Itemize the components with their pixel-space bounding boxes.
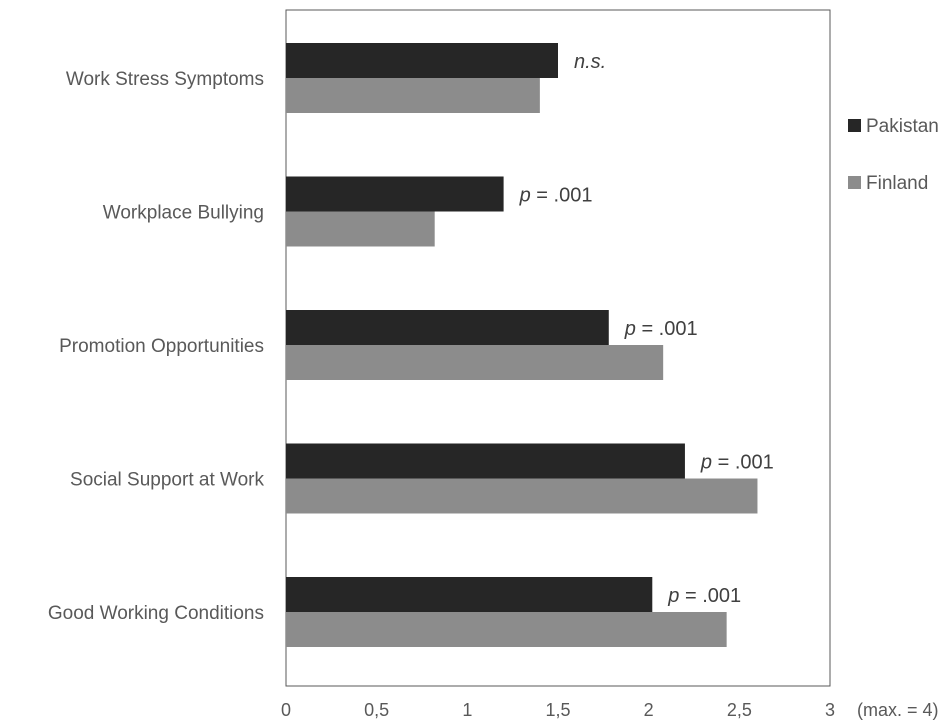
x-axis-max-note: (max. = 4) xyxy=(857,700,939,720)
x-tick-label: 2,5 xyxy=(727,700,752,720)
legend-label-pakistan: Pakistan xyxy=(866,116,939,137)
significance-label-social-support-at-work: p = .001 xyxy=(700,452,774,474)
bar-pakistan-workplace-bullying xyxy=(286,176,504,212)
legend-label-finland: Finland xyxy=(866,173,928,194)
x-tick-label: 0 xyxy=(281,700,291,720)
x-tick-label: 2 xyxy=(644,700,654,720)
x-tick-label: 1 xyxy=(462,700,472,720)
significance-label-good-working-conditions: p = .001 xyxy=(667,585,741,607)
significance-label-workplace-bullying: p = .001 xyxy=(519,185,593,207)
legend-swatch-pakistan xyxy=(848,119,861,132)
bar-pakistan-promotion-opportunities xyxy=(286,310,609,345)
x-tick-label: 0,5 xyxy=(364,700,389,720)
bar-finland-good-working-conditions xyxy=(286,612,727,647)
category-label-promotion-opportunities: Promotion Opportunities xyxy=(59,336,264,357)
bar-finland-promotion-opportunities xyxy=(286,345,664,380)
bar-pakistan-work-stress-symptoms xyxy=(286,43,558,78)
category-label-workplace-bullying: Workplace Bullying xyxy=(103,203,264,224)
category-label-good-working-conditions: Good Working Conditions xyxy=(48,603,264,624)
bar-finland-social-support-at-work xyxy=(286,478,758,514)
x-tick-label: 3 xyxy=(825,700,835,720)
bar-finland-work-stress-symptoms xyxy=(286,78,540,113)
significance-label-work-stress-symptoms: n.s. xyxy=(574,51,606,73)
bar-pakistan-good-working-conditions xyxy=(286,577,653,612)
category-label-work-stress-symptoms: Work Stress Symptoms xyxy=(66,69,264,90)
bar-finland-workplace-bullying xyxy=(286,211,435,247)
category-label-social-support-at-work: Social Support at Work xyxy=(70,470,264,491)
bar-pakistan-social-support-at-work xyxy=(286,443,685,479)
legend-swatch-finland xyxy=(848,176,861,189)
significance-label-promotion-opportunities: p = .001 xyxy=(624,318,698,340)
x-tick-label: 1,5 xyxy=(545,700,570,720)
